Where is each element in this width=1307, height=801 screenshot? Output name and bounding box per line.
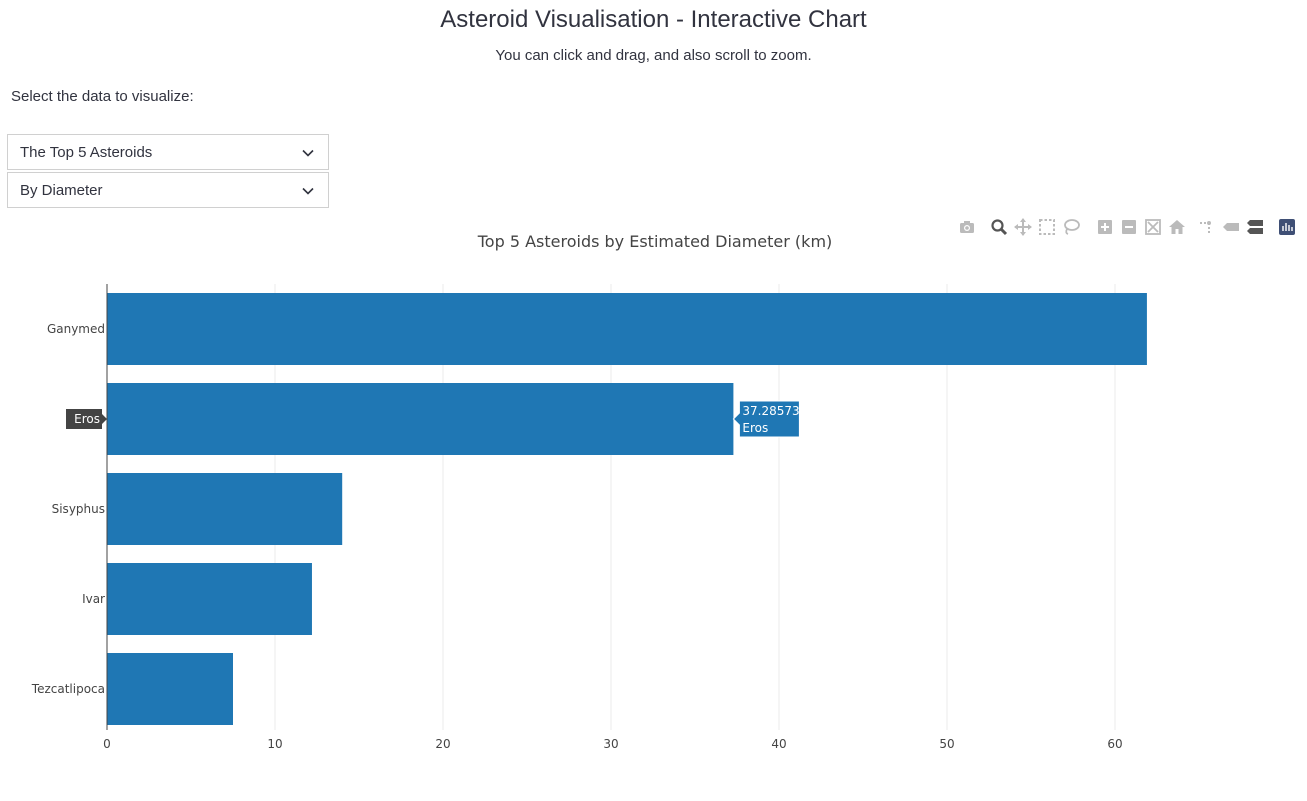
hover-compare-icon[interactable] [1246, 218, 1266, 238]
zoom-in-icon[interactable] [1096, 218, 1116, 238]
hover-closest-icon[interactable] [1222, 218, 1242, 238]
chevron-down-icon [302, 149, 314, 157]
y-tick-label: Sisyphus [52, 502, 105, 516]
page-title: Asteroid Visualisation - Interactive Cha… [440, 6, 867, 33]
chart-title: Top 5 Asteroids by Estimated Diameter (k… [477, 232, 833, 251]
page-subtitle: You can click and drag, and also scroll … [495, 47, 812, 64]
bar[interactable] [107, 653, 233, 725]
chart-modebar [958, 218, 1298, 238]
hover-name: Eros [742, 421, 768, 435]
select-label: Select the data to visualize: [11, 88, 194, 105]
x-tick-label: 20 [435, 737, 450, 751]
y-tick-label: Tezcatlipoca [31, 682, 105, 696]
x-tick-label: 60 [1107, 737, 1122, 751]
autoscale-icon[interactable] [1144, 218, 1164, 238]
bar-chart[interactable]: 0 10 20 30 40 50 60 Ganymed Eros Sisyphus Ivar Tezc… [0, 260, 1307, 760]
zoom-icon[interactable] [990, 218, 1010, 238]
bar[interactable] [107, 293, 1147, 365]
x-tick-label: 40 [771, 737, 786, 751]
x-tick-label: 30 [603, 737, 618, 751]
x-tick-label: 50 [939, 737, 954, 751]
y-tick-label: Ivar [82, 592, 105, 606]
camera-icon[interactable] [958, 218, 978, 238]
hover-value: 37.28573 [742, 404, 799, 418]
box-select-icon[interactable] [1038, 218, 1058, 238]
hover-tooltip [732, 400, 800, 438]
plotly-logo-icon[interactable] [1278, 218, 1298, 238]
bar[interactable] [107, 473, 343, 545]
x-tick-label: 10 [267, 737, 282, 751]
reset-axes-icon[interactable] [1168, 218, 1188, 238]
pan-icon[interactable] [1014, 218, 1034, 238]
chevron-down-icon [302, 187, 314, 195]
x-tick-label: 0 [103, 737, 111, 751]
dataset-select[interactable]: The Top 5 Asteroids [7, 134, 329, 170]
spike-lines-icon[interactable] [1198, 218, 1218, 238]
y-tick-label: Eros [74, 412, 100, 426]
y-spike-label-bg [66, 409, 107, 429]
lasso-select-icon[interactable] [1062, 218, 1082, 238]
y-tick-label: Ganymed [47, 322, 105, 336]
dataset-select-value: The Top 5 Asteroids [20, 144, 153, 161]
bar[interactable] [107, 563, 312, 635]
metric-select-value: By Diameter [20, 182, 103, 199]
bar[interactable] [107, 383, 734, 455]
zoom-out-icon[interactable] [1120, 218, 1140, 238]
metric-select[interactable]: By Diameter [7, 172, 329, 208]
